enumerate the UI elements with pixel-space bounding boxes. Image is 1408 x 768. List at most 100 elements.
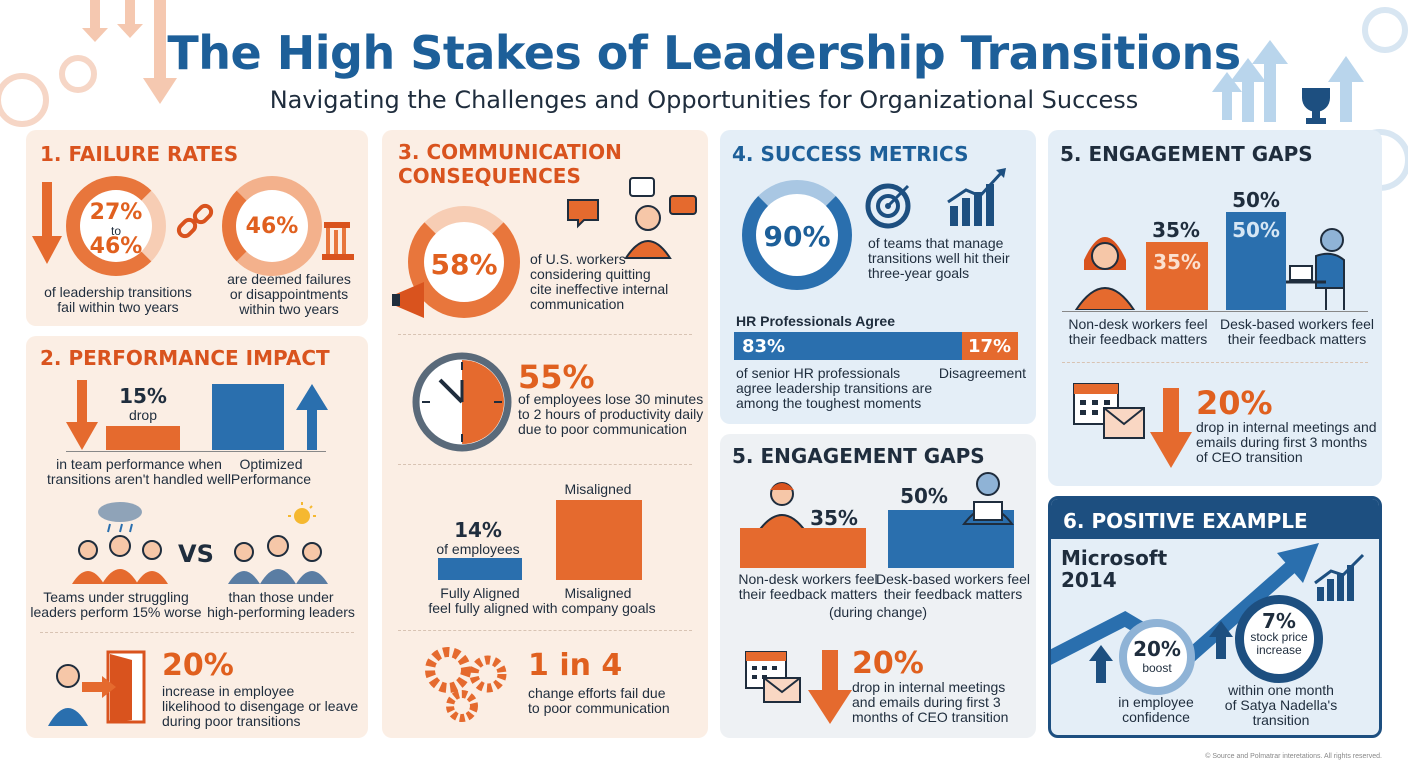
nondesk-bar-right [1146, 242, 1208, 310]
divider [398, 334, 692, 335]
desk-value-mid: 50% [900, 484, 948, 508]
drop-value-mid: 20% [852, 646, 924, 681]
success-heading: 4. SUCCESS METRICS [732, 142, 969, 166]
nondesk-bar-mid [740, 528, 866, 568]
down-arrow-icon [66, 380, 98, 450]
optimized-bar [212, 384, 284, 450]
success-ring-value: 90% [763, 220, 831, 253]
misaligned-label: Misaligned [564, 585, 632, 601]
nondesk-inner-right: 35% [1153, 250, 1201, 274]
failure-ring2-caption: are deemed failures or disappointments w… [227, 271, 351, 317]
sun-icon [294, 508, 310, 524]
agree-value: 83% [742, 336, 786, 357]
door-exit-icon [48, 650, 146, 726]
desk-bar-right [1226, 212, 1286, 310]
engagement-right-heading: 5. ENGAGEMENT GAPS [1060, 142, 1313, 166]
failure-ring1-value-a: 27% [89, 200, 143, 225]
drop-word: drop [128, 407, 158, 423]
during-change: (during change) [828, 604, 928, 620]
person-icon [1074, 237, 1136, 310]
speech-bubble-icon [567, 177, 697, 259]
desk-inner-right: 50% [1232, 218, 1280, 242]
drop-caption: in team performance when transitions are… [46, 456, 231, 487]
stock-ring [1235, 595, 1323, 683]
engagement-gaps-panel-mid: 5. ENGAGEMENT GAPS 35% 50% Non-desk work… [720, 434, 1036, 738]
stock-value: 7% [1262, 609, 1296, 633]
footer-copyright: © Source and Polmatrar interetations. Al… [1205, 753, 1382, 760]
disengage-value: 20% [162, 648, 234, 683]
divider [398, 630, 692, 631]
boost-value: 20% [1133, 637, 1181, 661]
baseline [66, 451, 326, 452]
aligned-label: Fully Aligned [440, 585, 520, 601]
aligned-sub: of employees [436, 541, 520, 557]
stock-caption: within one month of Satya Nadella's tran… [1224, 682, 1338, 728]
up-arrow-icon [1209, 621, 1233, 659]
nondesk-value-mid: 35% [810, 506, 858, 530]
struggling-caption: Teams under struggling leaders perform 1… [30, 589, 202, 620]
agree-bar [734, 332, 962, 360]
failure-ring2-value: 46% [245, 214, 299, 239]
up-arrow-icon [1089, 645, 1113, 683]
divider [40, 632, 354, 633]
failure-rates-panel: 1. FAILURE RATES 27% to 46% 46% of leade… [26, 130, 368, 326]
engagement-gaps-panel-right: 5. ENGAGEMENT GAPS 35% 35% 50% 50% Non-d… [1048, 130, 1382, 486]
positive-header-bar [1051, 499, 1379, 539]
desk-caption-right: Desk-based workers feel their feedback m… [1219, 316, 1375, 347]
performance-impact-panel: 2. PERFORMANCE IMPACT 15% drop in team p… [26, 336, 368, 738]
misaligned-top-label: Misaligned [564, 481, 632, 497]
page-title: The High Stakes of Leadership Transition… [167, 26, 1241, 80]
communication-heading: 3. COMMUNICATION CONSEQUENCES [398, 140, 622, 188]
up-arrow-icon [1212, 40, 1364, 122]
optimized-caption: Optimized Performance [230, 456, 312, 487]
failure-ring1-value-c: 46% [89, 234, 143, 259]
down-arrow-icon [32, 182, 62, 264]
team-icon [228, 502, 328, 584]
boost-caption: in employee confidence [1118, 694, 1194, 725]
failure-ring1-value-b: to [110, 224, 121, 238]
down-arrow-icon [1150, 388, 1192, 468]
page-subtitle: Navigating the Challenges and Opportunit… [269, 86, 1139, 114]
company-label: Microsoft 2014 [1061, 546, 1168, 592]
hr-title: HR Professionals Agree [736, 313, 895, 329]
disagree-value: 17% [968, 336, 1012, 357]
crumbling-column-icon [322, 222, 354, 260]
down-arrow-icon [82, 0, 177, 104]
positive-example-panel: 6. POSITIVE EXAMPLE Microsoft 2014 20% b… [1048, 496, 1382, 738]
change-caption: change efforts fail due to poor communic… [528, 685, 670, 716]
divider [1062, 362, 1368, 363]
clock-value: 55% [518, 358, 595, 396]
angry-person-icon [635, 205, 661, 231]
disengage-caption: increase in employee likelihood to disen… [162, 683, 359, 729]
performance-heading: 2. PERFORMANCE IMPACT [40, 346, 330, 370]
calendar-icon [1073, 383, 1145, 439]
gear-icon [0, 55, 97, 127]
engagement-mid-heading: 5. ENGAGEMENT GAPS [732, 444, 985, 468]
positive-heading: 6. POSITIVE EXAMPLE [1063, 509, 1308, 533]
aligned-bar [438, 558, 522, 580]
growth-chart-icon [1314, 553, 1365, 601]
drop-caption-mid: drop in internal meetings and emails dur… [852, 679, 1009, 725]
drop-value: 15% [119, 384, 167, 408]
stock-word: stock price increase [1250, 630, 1308, 657]
up-arrow-icon [296, 384, 328, 450]
communication-ring-value: 58% [430, 248, 498, 281]
vs-label: VS [178, 540, 214, 568]
desk-value-right: 50% [1232, 188, 1280, 212]
failure-rates-heading: 1. FAILURE RATES [40, 142, 239, 166]
drop-caption-right: drop in internal meetings and emails dur… [1196, 419, 1377, 465]
boost-ring [1119, 619, 1195, 695]
misaligned-bar [556, 500, 642, 580]
disagree-caption: Disagreement [938, 365, 1026, 381]
disagree-bar [962, 332, 1018, 360]
nondesk-value-right: 35% [1152, 218, 1200, 242]
desk-caption-mid: Desk-based workers feel their feedback m… [875, 571, 1031, 602]
down-arrow-icon [808, 650, 852, 724]
trophy-icon [1302, 88, 1330, 124]
broken-link-icon [176, 203, 214, 239]
drop-bar [106, 426, 180, 450]
success-metrics-panel: 4. SUCCESS METRICS 90% of teams that man… [720, 130, 1036, 424]
communication-panel: 3. COMMUNICATION CONSEQUENCES 58% of U.S… [382, 130, 708, 738]
failure-ring1-caption: of leadership transitions fail within tw… [44, 284, 192, 315]
